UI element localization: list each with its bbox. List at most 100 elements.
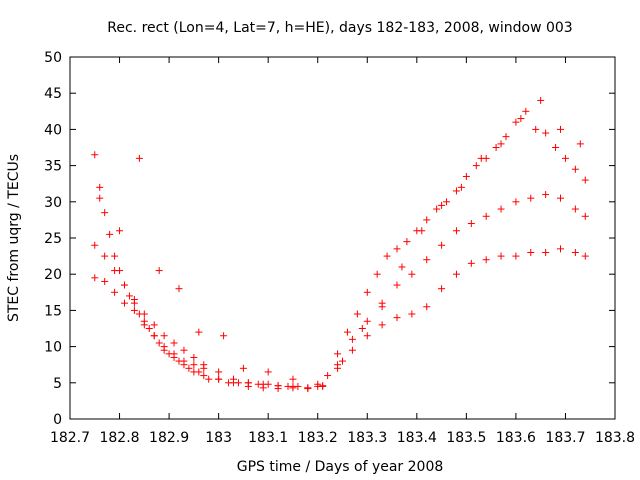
data-point xyxy=(319,382,327,390)
x-axis: 182.7 182.8 182.9 183 183.1 183.2 183.3 183.4 18… xyxy=(50,57,635,446)
data-point xyxy=(482,212,490,220)
data-point xyxy=(101,252,109,260)
y-axis: 0 5 10 15 20 25 30 35 40 45 50 xyxy=(44,50,615,428)
data-point xyxy=(398,263,406,271)
data-point xyxy=(190,353,198,361)
data-point xyxy=(91,274,99,282)
data-point xyxy=(512,198,520,206)
data-point xyxy=(467,259,475,267)
data-point xyxy=(264,368,272,376)
data-point xyxy=(408,310,416,318)
data-point xyxy=(527,194,535,202)
y-tick-label: 5 xyxy=(53,376,62,392)
data-point xyxy=(542,129,550,137)
x-tick-label: 183 xyxy=(205,430,232,446)
data-point xyxy=(220,332,228,340)
data-point xyxy=(532,125,540,133)
y-tick-label: 45 xyxy=(44,86,62,102)
data-point xyxy=(571,205,579,213)
data-point xyxy=(378,321,386,329)
data-point xyxy=(438,285,446,293)
data-point xyxy=(348,346,356,354)
y-tick-label: 50 xyxy=(44,50,62,66)
x-tick-label: 183.7 xyxy=(545,430,585,446)
data-point xyxy=(125,292,133,300)
data-point xyxy=(334,364,342,372)
data-point xyxy=(482,256,490,264)
data-point xyxy=(205,375,213,383)
data-point xyxy=(135,154,143,162)
data-point xyxy=(433,205,441,213)
data-point xyxy=(517,115,525,123)
data-point xyxy=(363,332,371,340)
x-tick-label: 182.8 xyxy=(99,430,139,446)
data-point xyxy=(215,375,223,383)
data-point xyxy=(259,384,267,392)
data-point xyxy=(457,183,465,191)
data-point xyxy=(423,216,431,224)
data-point xyxy=(418,227,426,235)
data-point xyxy=(452,270,460,278)
y-tick-label: 0 xyxy=(53,412,62,428)
data-point xyxy=(190,361,198,369)
data-point xyxy=(244,382,252,390)
data-point xyxy=(140,321,148,329)
data-point xyxy=(561,154,569,162)
y-tick-label: 15 xyxy=(44,303,62,319)
data-point xyxy=(195,368,203,376)
data-point xyxy=(91,151,99,159)
data-point xyxy=(348,335,356,343)
data-points xyxy=(91,96,589,393)
data-point xyxy=(557,125,564,133)
data-point xyxy=(230,379,237,387)
y-tick-label: 30 xyxy=(44,195,62,211)
data-point xyxy=(581,176,589,184)
data-point xyxy=(557,194,564,202)
data-point xyxy=(378,299,386,307)
data-point xyxy=(393,281,401,289)
data-point xyxy=(239,364,247,372)
data-point xyxy=(140,310,148,318)
data-point xyxy=(200,372,208,380)
y-tick-label: 35 xyxy=(44,159,62,175)
data-point xyxy=(462,172,470,180)
plot-frame xyxy=(69,56,616,420)
data-point xyxy=(130,306,138,314)
x-tick-label: 182.7 xyxy=(50,430,90,446)
data-point xyxy=(150,321,158,329)
data-point xyxy=(438,201,446,209)
data-point xyxy=(492,144,500,151)
data-point xyxy=(145,325,153,332)
data-point xyxy=(180,357,188,365)
x-tick-label: 183.4 xyxy=(397,430,437,446)
data-point xyxy=(358,325,366,332)
data-point xyxy=(101,209,109,217)
data-point xyxy=(111,267,119,275)
data-point xyxy=(542,248,550,256)
data-point xyxy=(101,277,109,285)
data-point xyxy=(512,252,520,260)
data-point xyxy=(185,364,193,372)
data-point xyxy=(497,205,505,213)
data-point xyxy=(452,227,460,235)
data-point xyxy=(150,332,158,340)
data-point xyxy=(363,288,371,296)
x-tick-label: 183.3 xyxy=(347,430,387,446)
data-point xyxy=(155,339,163,347)
data-point xyxy=(452,187,460,195)
x-tick-label: 183.6 xyxy=(496,430,536,446)
data-point xyxy=(175,285,183,293)
data-point xyxy=(334,350,342,358)
data-point xyxy=(443,198,451,206)
data-point xyxy=(522,107,530,115)
data-point xyxy=(393,245,401,253)
data-point xyxy=(116,227,124,235)
data-point xyxy=(571,165,579,173)
x-tick-label: 183.8 xyxy=(595,430,635,446)
x-tick-label: 183.5 xyxy=(446,430,486,446)
x-tick-label: 183.2 xyxy=(298,430,338,446)
chart-title: Rec. rect (Lon=4, Lat=7, h=HE), days 182… xyxy=(107,20,572,36)
data-point xyxy=(537,96,545,104)
data-point xyxy=(383,252,391,260)
